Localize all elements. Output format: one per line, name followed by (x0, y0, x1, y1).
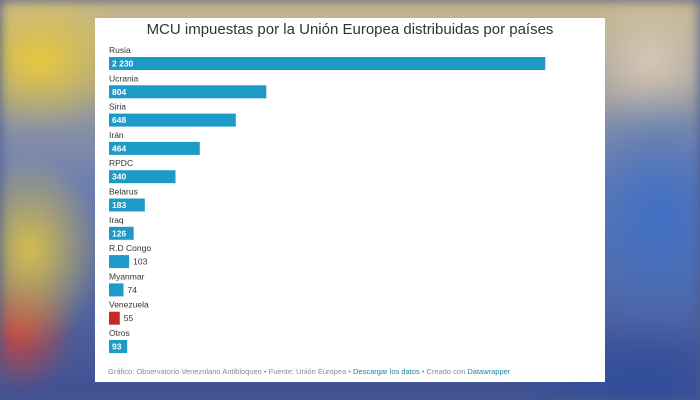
category-label: Irán (109, 130, 124, 140)
chart-title: MCU impuestas por la Unión Europea distr… (146, 21, 554, 38)
bar-iraq (109, 226, 134, 240)
bar-rusia (109, 57, 546, 70)
value-label: 126 (112, 228, 126, 238)
category-label: Rusia (109, 45, 131, 55)
category-label: Iraq (109, 215, 124, 225)
bar-siria (109, 113, 236, 127)
bar-ir-n (109, 141, 200, 155)
category-label: Venezuela (109, 300, 149, 310)
value-label: 464 (112, 143, 126, 153)
category-label: Ucrania (109, 73, 139, 83)
value-label: 2 230 (112, 59, 134, 69)
bar-belarus (109, 198, 145, 212)
footer-created-with: • Creado con (419, 367, 468, 376)
value-label: 103 (133, 257, 147, 267)
value-label: 648 (112, 115, 126, 125)
category-label: Belarus (109, 187, 138, 197)
bar-r-d-congo (109, 255, 130, 269)
bar-ucrania (109, 85, 267, 99)
category-label: Siria (109, 102, 126, 112)
category-label: RPDC (109, 158, 133, 168)
category-label: R.D Congo (109, 243, 151, 253)
footer-credit: Gráfico: Observatorio Venezolano Antiblo… (108, 367, 353, 376)
chart-card: MCU impuestas por la Unión Europea distr… (95, 18, 605, 382)
bar-chart: Rusia 2 230 Ucrania 804 Siria 648 Irán 464 RPDC 3… (109, 45, 546, 353)
bar-venezuela (109, 311, 120, 325)
value-label: 340 (112, 172, 126, 182)
value-label: 55 (124, 313, 134, 323)
value-label: 93 (112, 342, 122, 352)
value-label: 74 (127, 285, 137, 295)
chart-footer: Gráfico: Observatorio Venezolano Antiblo… (108, 367, 598, 376)
datawrapper-link[interactable]: Datawrapper (467, 367, 511, 376)
bar-otros (109, 340, 128, 353)
bar-myanmar (109, 283, 124, 297)
value-label: 804 (112, 87, 126, 97)
download-data-link[interactable]: Descargar los datos (353, 367, 420, 376)
category-label: Otros (109, 328, 130, 338)
bar-rpdc (109, 170, 176, 184)
category-label: Myanmar (109, 271, 145, 281)
value-label: 183 (112, 200, 126, 210)
